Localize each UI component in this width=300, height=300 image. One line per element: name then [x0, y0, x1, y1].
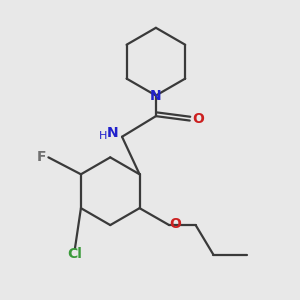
- Text: Cl: Cl: [68, 247, 82, 261]
- Text: N: N: [107, 126, 118, 140]
- Text: H: H: [99, 130, 107, 141]
- Text: O: O: [170, 217, 182, 231]
- Text: O: O: [192, 112, 204, 126]
- Text: N: N: [150, 88, 162, 103]
- Text: F: F: [37, 150, 47, 164]
